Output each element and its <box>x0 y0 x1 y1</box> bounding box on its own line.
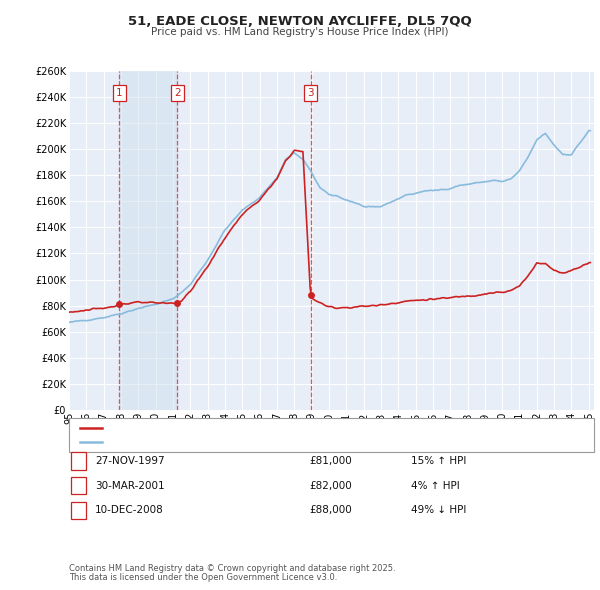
Text: 27-NOV-1997: 27-NOV-1997 <box>95 456 164 466</box>
Text: 15% ↑ HPI: 15% ↑ HPI <box>411 456 466 466</box>
Text: 1: 1 <box>116 88 122 98</box>
Text: £82,000: £82,000 <box>309 481 352 490</box>
Text: 51, EADE CLOSE, NEWTON AYCLIFFE, DL5 7QQ: 51, EADE CLOSE, NEWTON AYCLIFFE, DL5 7QQ <box>128 15 472 28</box>
Text: 49% ↓ HPI: 49% ↓ HPI <box>411 506 466 515</box>
Text: Price paid vs. HM Land Registry's House Price Index (HPI): Price paid vs. HM Land Registry's House … <box>151 27 449 37</box>
Text: Contains HM Land Registry data © Crown copyright and database right 2025.: Contains HM Land Registry data © Crown c… <box>69 564 395 573</box>
Bar <box>119 71 177 410</box>
Text: 3: 3 <box>307 88 314 98</box>
Text: 2: 2 <box>76 481 82 490</box>
Text: 4% ↑ HPI: 4% ↑ HPI <box>411 481 460 490</box>
Text: 2: 2 <box>174 88 181 98</box>
Text: 51, EADE CLOSE, NEWTON AYCLIFFE, DL5 7QQ (detached house): 51, EADE CLOSE, NEWTON AYCLIFFE, DL5 7QQ… <box>107 424 413 432</box>
Text: £88,000: £88,000 <box>309 506 352 515</box>
Text: £81,000: £81,000 <box>309 456 352 466</box>
Text: HPI: Average price, detached house, County Durham: HPI: Average price, detached house, Coun… <box>107 438 358 447</box>
Text: 1: 1 <box>76 456 82 466</box>
Text: 30-MAR-2001: 30-MAR-2001 <box>95 481 164 490</box>
Text: 10-DEC-2008: 10-DEC-2008 <box>95 506 164 515</box>
Text: 3: 3 <box>76 506 82 515</box>
Text: This data is licensed under the Open Government Licence v3.0.: This data is licensed under the Open Gov… <box>69 573 337 582</box>
